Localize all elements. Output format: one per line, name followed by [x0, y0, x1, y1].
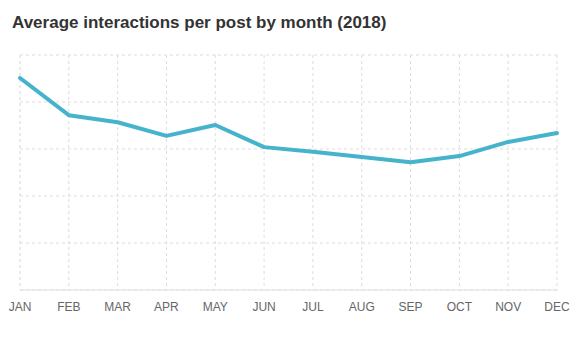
grid-line-x — [264, 55, 265, 290]
chart: Average interactions per post by month (… — [0, 0, 581, 340]
grid-line-x — [459, 55, 460, 290]
grid-line-y — [20, 243, 557, 244]
x-tick-label: SEP — [399, 300, 423, 314]
x-tick-label: JAN — [9, 300, 32, 314]
line-series — [20, 78, 557, 162]
x-tick-label: AUG — [349, 300, 375, 314]
x-axis-line — [20, 290, 557, 291]
x-tick-label: MAR — [104, 300, 131, 314]
grid-line-y — [20, 55, 557, 56]
x-tick-label: JUL — [302, 300, 324, 314]
x-tick-label: DEC — [544, 300, 570, 314]
grid-line-x — [361, 55, 362, 290]
title: Average interactions per post by month (… — [12, 13, 386, 32]
x-tick-label: APR — [154, 300, 179, 314]
grid-line-x — [20, 55, 21, 290]
x-tick-label: MAY — [203, 300, 228, 314]
grid-line-x — [68, 55, 69, 290]
grid-line-y — [20, 196, 557, 197]
grid-line-x — [215, 55, 216, 290]
grid-line-x — [557, 55, 558, 290]
x-tick-label: OCT — [447, 300, 473, 314]
grid-line-y — [20, 102, 557, 103]
x-tick-label: NOV — [495, 300, 521, 314]
grid-line-x — [117, 55, 118, 290]
grid-line-x — [166, 55, 167, 290]
plot-area — [20, 78, 557, 162]
grid-line-y — [20, 290, 557, 291]
y-axis-line — [20, 55, 21, 290]
x-tick-label: JUN — [252, 300, 275, 314]
grid-line-x — [410, 55, 411, 290]
grid-line-x — [312, 55, 313, 290]
x-tick-label: FEB — [57, 300, 80, 314]
grid-line-x — [508, 55, 509, 290]
